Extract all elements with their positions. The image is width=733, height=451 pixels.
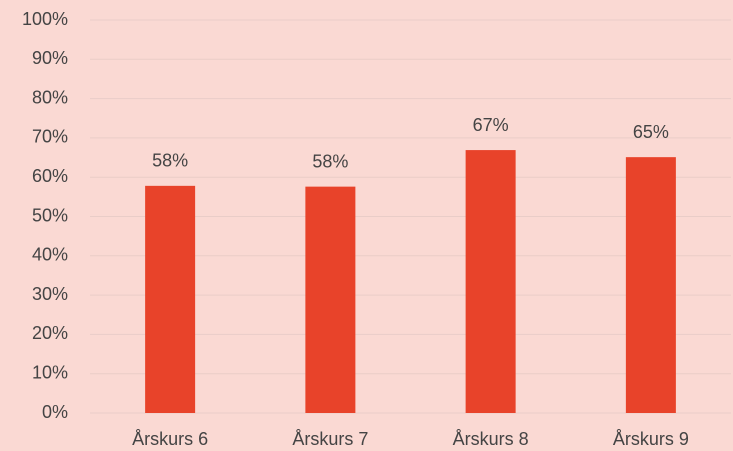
bar [145, 185, 196, 413]
data-label: 65% [633, 122, 669, 142]
y-tick-label: 70% [32, 127, 68, 147]
y-tick-label: 100% [22, 9, 68, 29]
x-tick-label: Årskurs 7 [292, 429, 368, 449]
bar [305, 186, 356, 413]
y-tick-label: 60% [32, 166, 68, 186]
bar [625, 157, 676, 413]
x-tick-label: Årskurs 9 [613, 429, 689, 449]
data-label: 58% [152, 151, 188, 171]
x-tick-label: Årskurs 8 [453, 429, 529, 449]
bar [465, 150, 516, 413]
data-label: 67% [473, 115, 509, 135]
y-tick-label: 40% [32, 245, 68, 265]
y-tick-label: 20% [32, 323, 68, 343]
x-tick-label: Årskurs 6 [132, 429, 208, 449]
y-tick-label: 80% [32, 87, 68, 107]
y-tick-label: 90% [32, 48, 68, 68]
y-tick-label: 0% [42, 402, 68, 422]
y-tick-label: 50% [32, 205, 68, 225]
y-tick-label: 30% [32, 284, 68, 304]
data-label: 58% [312, 151, 348, 171]
y-tick-label: 10% [32, 362, 68, 382]
